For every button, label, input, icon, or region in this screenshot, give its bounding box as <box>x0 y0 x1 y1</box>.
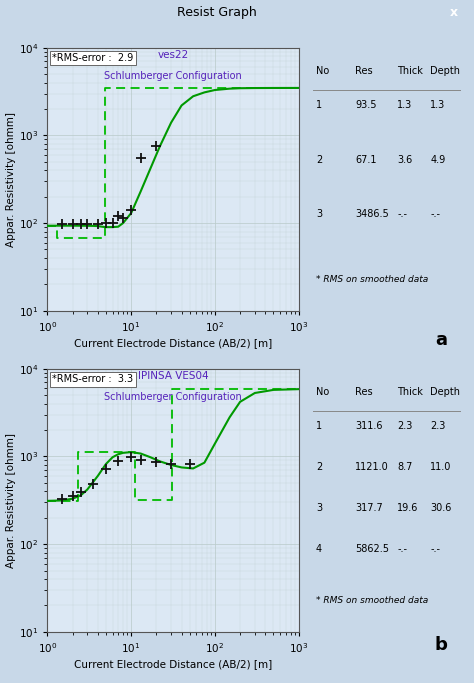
Text: a: a <box>435 331 447 349</box>
Text: Schlumberger Configuration: Schlumberger Configuration <box>104 393 242 402</box>
Text: 4: 4 <box>316 544 322 554</box>
Text: 5862.5: 5862.5 <box>355 544 389 554</box>
Text: -.-: -.- <box>397 544 407 554</box>
Text: -.-: -.- <box>430 544 440 554</box>
Text: 93.5: 93.5 <box>355 100 376 111</box>
Text: Depth: Depth <box>430 66 460 76</box>
Text: Res: Res <box>355 387 373 398</box>
Text: 1: 1 <box>316 421 322 432</box>
Text: 1.3: 1.3 <box>430 100 446 111</box>
Y-axis label: Appar. Resistivity [ohmm]: Appar. Resistivity [ohmm] <box>6 112 16 247</box>
Text: 2.3: 2.3 <box>430 421 446 432</box>
Y-axis label: Appar. Resistivity [ohmm]: Appar. Resistivity [ohmm] <box>6 433 16 568</box>
Text: Resist Graph: Resist Graph <box>177 6 257 20</box>
Text: IPINSA VES04: IPINSA VES04 <box>138 372 208 381</box>
Text: 3.6: 3.6 <box>397 155 412 165</box>
Text: 3: 3 <box>316 209 322 219</box>
Text: 4.9: 4.9 <box>430 155 446 165</box>
Text: b: b <box>434 637 447 654</box>
Text: * RMS on smoothed data: * RMS on smoothed data <box>316 596 428 605</box>
Text: Thick: Thick <box>397 66 423 76</box>
Text: No: No <box>316 387 329 398</box>
Text: -.-: -.- <box>397 209 407 219</box>
X-axis label: Current Electrode Distance (AB/2) [m]: Current Electrode Distance (AB/2) [m] <box>74 338 272 348</box>
Text: 2: 2 <box>316 462 322 472</box>
Text: ves22: ves22 <box>157 51 189 60</box>
Text: 11.0: 11.0 <box>430 462 451 472</box>
Text: 1121.0: 1121.0 <box>355 462 389 472</box>
Text: 8.7: 8.7 <box>397 462 413 472</box>
Text: Thick: Thick <box>397 387 423 398</box>
Text: No: No <box>316 66 329 76</box>
Text: 1: 1 <box>316 100 322 111</box>
Text: * RMS on smoothed data: * RMS on smoothed data <box>316 275 428 284</box>
Text: Res: Res <box>355 66 373 76</box>
Text: 67.1: 67.1 <box>355 155 376 165</box>
Text: 19.6: 19.6 <box>397 503 419 513</box>
X-axis label: Current Electrode Distance (AB/2) [m]: Current Electrode Distance (AB/2) [m] <box>74 659 272 669</box>
Text: *RMS-error :  3.3: *RMS-error : 3.3 <box>53 374 134 384</box>
Text: -.-: -.- <box>430 209 440 219</box>
Text: 317.7: 317.7 <box>355 503 383 513</box>
Text: 311.6: 311.6 <box>355 421 383 432</box>
Text: 3: 3 <box>316 503 322 513</box>
Text: 2: 2 <box>316 155 322 165</box>
Text: 30.6: 30.6 <box>430 503 451 513</box>
Text: Schlumberger Configuration: Schlumberger Configuration <box>104 72 242 81</box>
Text: 2.3: 2.3 <box>397 421 413 432</box>
Text: *RMS-error :  2.9: *RMS-error : 2.9 <box>53 53 134 63</box>
Text: Depth: Depth <box>430 387 460 398</box>
Text: 3486.5: 3486.5 <box>355 209 389 219</box>
Text: x: x <box>450 6 458 20</box>
Text: 1.3: 1.3 <box>397 100 412 111</box>
